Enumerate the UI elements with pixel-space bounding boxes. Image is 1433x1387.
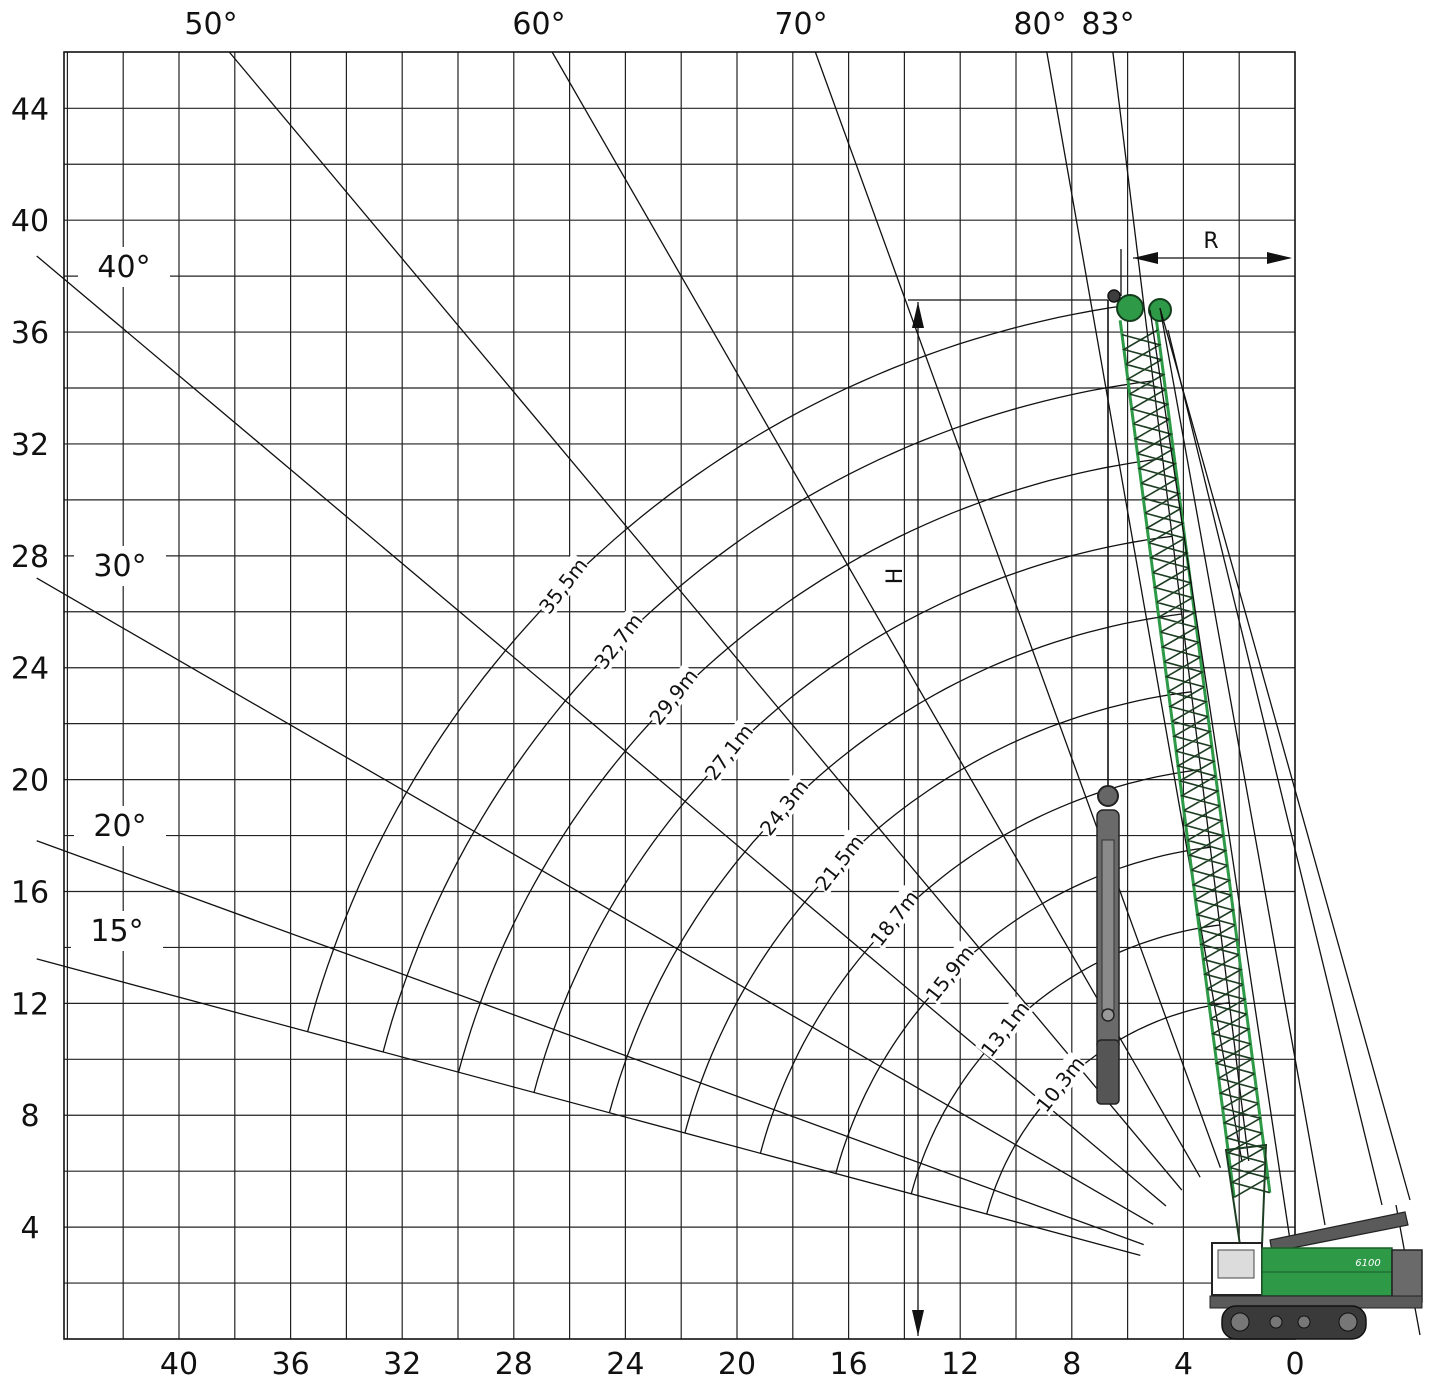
hook-pin [1101,1008,1115,1022]
height-label: H [883,568,908,585]
angle-line [1046,52,1243,1163]
angle-line [229,51,1183,1191]
top-angle-label: 83° [1081,7,1134,42]
x-axis-ticks: 40 36 32 28 24 20 16 12 8 4 0 [160,1347,1305,1382]
left-angle-label: 15° [90,914,143,949]
boom-chord-left [1154,315,1272,1193]
hook-inner [1101,839,1115,1011]
track-wheel-2 [1269,1315,1283,1329]
label-bg [588,608,647,674]
counterweight [1391,1249,1423,1303]
track-wheel-1 [1230,1312,1250,1332]
label-bg [754,774,813,840]
x-tick-label: 8 [1062,1347,1081,1382]
y-tick-label: 20 [11,764,49,799]
left-angle-label: 40° [97,250,150,285]
x-tick-label: 24 [606,1347,644,1382]
x-tick-label: 40 [160,1347,198,1382]
angle-line [36,958,1141,1256]
machine-badge: 6100 [1355,1258,1380,1269]
pendant-4 [1167,329,1383,1206]
top-angle-label: 60° [512,7,565,42]
left-angle-label: 20° [93,809,146,844]
label-bg [809,829,868,895]
label-bg [643,663,702,729]
label-bg [698,718,758,785]
label-bg [919,940,979,1006]
boom-chord-right [1118,320,1236,1198]
y-tick-label: 12 [11,987,49,1022]
angle-label-bg [74,806,166,846]
y-axis-ticks: 44 40 36 32 28 24 20 16 12 8 4 [11,92,49,1246]
label-bg [864,884,923,951]
hook-bottom [1096,1039,1120,1105]
y-tick-label: 44 [11,92,49,127]
angle-line [36,577,1154,1225]
dimensions: R H [883,229,1292,1336]
crawler-machine: 6100 [1209,1211,1423,1340]
y-tick-label: 28 [11,540,49,575]
top-angle-label: 80° [1013,7,1066,42]
boom-tip-sheave [1107,289,1121,303]
top-angle-label: 70° [774,7,827,42]
x-tick-label: 0 [1285,1347,1304,1382]
boom-angle-lines [36,51,1250,1256]
pendant-3 [1149,309,1291,1241]
left-angle-label: 30° [93,549,146,584]
hook-sheave-top [1097,785,1119,807]
y-tick-label: 32 [11,428,49,463]
track-wheel-4 [1338,1312,1358,1332]
label-bg [533,552,592,618]
pendant-1 [1159,307,1411,1201]
height-arrow-bottom [912,1310,924,1336]
y-tick-label: 24 [11,652,49,687]
angle-line [814,52,1222,1168]
boom-length-arc [608,613,1182,1113]
angle-label-bg [78,247,170,287]
boom-length-arc [382,380,1154,1053]
angle-label-bg [71,911,163,951]
boom-length-arc [533,535,1173,1093]
y-tick-label: 8 [20,1099,39,1134]
boom-length-arc [684,691,1192,1134]
boom-length-arc [306,302,1144,1032]
x-tick-label: 20 [718,1347,756,1382]
boom-length-arc [457,457,1163,1073]
plot-frame [63,51,1296,1340]
radius-arrow-right [1267,252,1292,264]
y-tick-label: 16 [11,875,49,910]
angle-line [551,52,1201,1178]
label-bg [1030,1051,1089,1117]
angle-line [1112,52,1250,1162]
crawler-track [1221,1305,1367,1340]
label-bg [975,995,1034,1061]
top-angle-label: 50° [184,7,237,42]
radius-label: R [1203,229,1218,254]
y-tick-label: 36 [11,316,49,351]
y-tick-label: 40 [11,204,49,239]
angle-label-bg [74,546,166,586]
y-tick-label: 4 [20,1211,39,1246]
pendant-2 [1159,307,1326,1226]
height-arrow-top [912,302,924,328]
x-tick-label: 16 [830,1347,868,1382]
angle-line [36,840,1144,1246]
track-wheel-3 [1297,1315,1311,1329]
crane-boom [1107,289,1272,1246]
x-tick-label: 28 [495,1347,533,1382]
x-tick-label: 12 [941,1347,979,1382]
boom-head-sheave-1 [1116,294,1144,322]
x-tick-label: 4 [1174,1347,1193,1382]
hook-block [1096,300,1120,1105]
radius-arrow-left [1133,252,1158,264]
boom-lacing [1121,329,1271,1198]
cab-window [1217,1249,1255,1279]
x-tick-label: 32 [383,1347,421,1382]
x-tick-label: 36 [272,1347,310,1382]
